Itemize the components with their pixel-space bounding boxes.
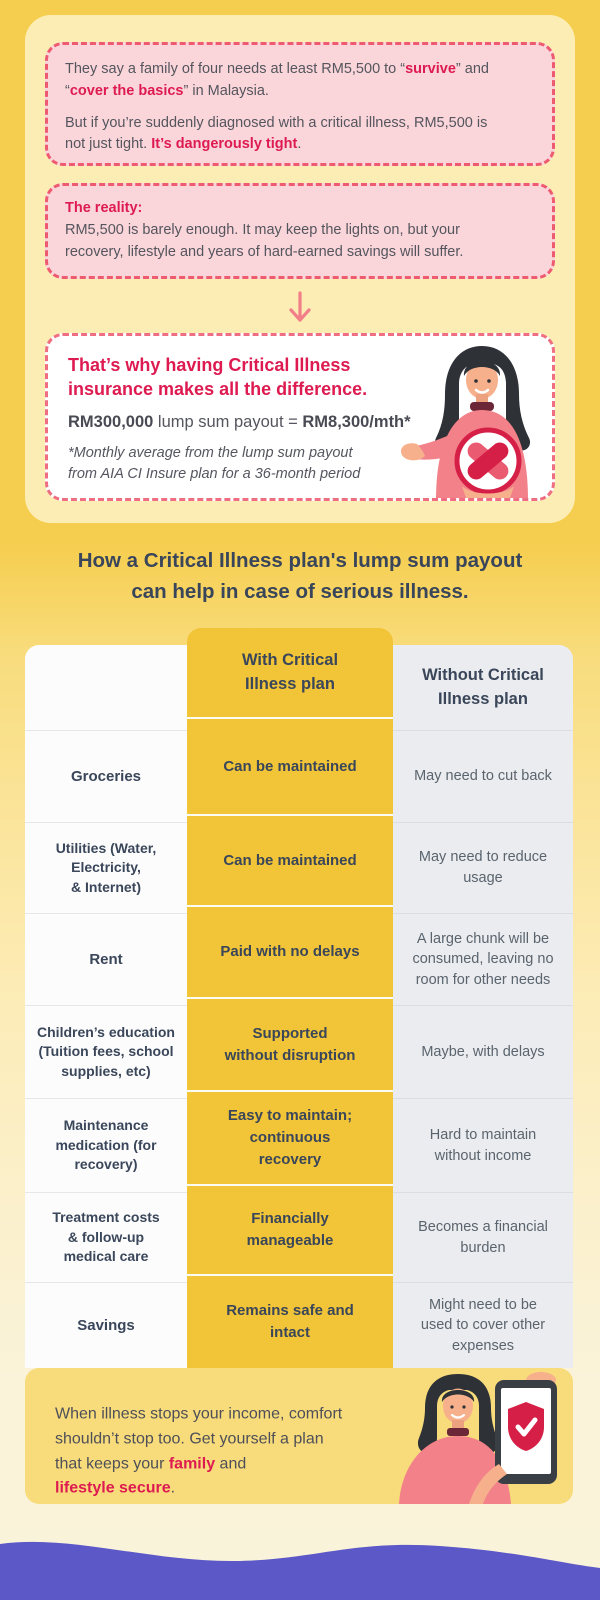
- intro-sheet: They say a family of four needs at least…: [25, 15, 575, 523]
- footer-wave: [0, 1541, 600, 1600]
- intro-paragraph-1: They say a family of four needs at least…: [65, 61, 489, 99]
- table-row-label: Utilities (Water, Electricity, & Interne…: [25, 822, 187, 913]
- medical-badge-icon: [454, 427, 522, 495]
- payout-line: RM300,000 lump sum payout = RM8,300/mth*: [68, 412, 411, 431]
- closing-cta-banner: When illness stops your income, comfort …: [25, 1368, 573, 1504]
- down-arrow-icon: [25, 286, 575, 332]
- payout-lump-sum: RM300,000: [68, 412, 154, 431]
- table-header-without-plan: Without Critical Illness plan: [393, 645, 573, 730]
- table-row-label: Savings: [25, 1282, 187, 1368]
- table-row-label: Maintenance medication (for recovery): [25, 1098, 187, 1192]
- section-heading: How a Critical Illness plan's lump sum p…: [77, 549, 523, 603]
- table-cell-without-plan: Becomes a financial burden: [393, 1192, 573, 1282]
- reality-heading: The reality:: [65, 200, 143, 216]
- highlight-family: family: [168, 1455, 216, 1472]
- insurance-benefit-card: That’s why having Critical Illness insur…: [45, 333, 555, 501]
- table-cell-without-plan: Maybe, with delays: [393, 1005, 573, 1098]
- payout-monthly: RM8,300/mth*: [302, 412, 411, 431]
- table-cell-with-plan: Supported without disruption: [187, 997, 393, 1090]
- table-row-label: Groceries: [25, 730, 187, 822]
- table-column-with-plan: With Critical Illness plan Can be mainta…: [187, 628, 393, 1368]
- table-header-empty: [25, 645, 187, 730]
- table-cell-with-plan: Financially manageable: [187, 1184, 393, 1274]
- reality-callout: The reality: RM5,500 is barely enough. I…: [45, 183, 555, 279]
- table-row-label: Rent: [25, 913, 187, 1005]
- highlight-cover-basics: cover the basics: [69, 82, 184, 99]
- table-cell-without-plan: A large chunk will be consumed, leaving …: [393, 913, 573, 1005]
- benefit-heading: That’s why having Critical Illness insur…: [68, 355, 368, 400]
- table-cell-with-plan: Easy to maintain; continuous recovery: [187, 1090, 393, 1184]
- highlight-survive: survive: [405, 61, 456, 77]
- intro-paragraph-2: But if you’re suddenly diagnosed with a …: [65, 114, 488, 153]
- table-cell-without-plan: Hard to maintain without income: [393, 1098, 573, 1192]
- cta-text: When illness stops your income, comfort …: [55, 1405, 343, 1497]
- table-cell-with-plan: Paid with no delays: [187, 905, 393, 997]
- table-cell-with-plan: Can be maintained: [187, 814, 393, 905]
- table-cell-with-plan: Can be maintained: [187, 717, 393, 814]
- woman-presenting-illustration: [400, 346, 531, 498]
- woman-showing-plan-illustration: [399, 1372, 557, 1504]
- table-header-with-plan: With Critical Illness plan: [187, 628, 393, 717]
- table-cell-with-plan: Remains safe and intact: [187, 1274, 393, 1368]
- table-cell-without-plan: May need to cut back: [393, 730, 573, 822]
- table-row-label: Treatment costs & follow-up medical care: [25, 1192, 187, 1282]
- table-cell-without-plan: May need to reduce usage: [393, 822, 573, 913]
- table-cell-without-plan: Might need to be used to cover other exp…: [393, 1282, 573, 1368]
- table-column-items: Groceries Utilities (Water, Electricity,…: [25, 645, 187, 1368]
- highlight-dangerously-tight: It’s dangerously tight: [151, 136, 298, 153]
- reality-body: RM5,500 is barely enough. It may keep th…: [65, 221, 464, 260]
- payout-footnote: *Monthly average from the lump sum payou…: [68, 444, 361, 482]
- intro-callout: They say a family of four needs at least…: [45, 42, 555, 166]
- highlight-lifestyle-secure: lifestyle secure: [55, 1479, 171, 1497]
- table-column-without-plan: Without Critical Illness plan May need t…: [393, 645, 573, 1368]
- table-row-label: Children’s education (Tuition fees, scho…: [25, 1005, 187, 1098]
- shield-check-icon: [508, 1402, 544, 1451]
